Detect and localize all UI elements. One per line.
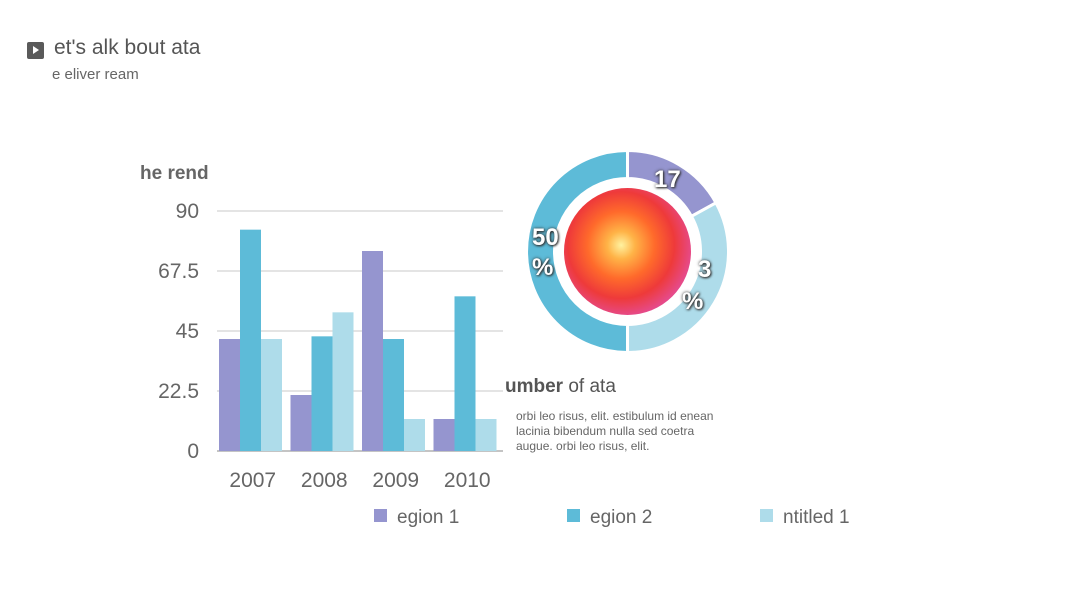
donut-label-17: 17 xyxy=(654,166,681,193)
legend-swatch-region-1 xyxy=(374,509,387,522)
bar xyxy=(475,419,497,451)
legend-label-region-2: egion 2 xyxy=(590,507,653,528)
page-subtitle: e eliver ream xyxy=(52,66,139,83)
bar xyxy=(454,296,476,451)
x-tick-label: 2009 xyxy=(372,469,419,492)
trend-chart-title: he rend xyxy=(140,163,209,184)
flower-image xyxy=(564,188,691,315)
number-of-data-title: umber of ata xyxy=(505,376,616,398)
y-tick-label: 0 xyxy=(187,440,199,463)
y-tick-label: 67.5 xyxy=(158,260,199,283)
legend-item-untitled-1[interactable]: ntitled 1 xyxy=(760,507,850,529)
bar xyxy=(433,419,455,451)
bar xyxy=(261,339,282,451)
legend-swatch-untitled-1 xyxy=(760,509,773,522)
bar xyxy=(240,229,261,451)
legend-item-region-1[interactable]: egion 1 xyxy=(374,507,459,529)
bar xyxy=(290,395,312,451)
bar xyxy=(332,312,354,451)
bar xyxy=(404,419,425,451)
play-icon[interactable] xyxy=(27,42,44,59)
donut-chart: 17 50 % 3 % xyxy=(524,148,731,355)
y-tick-label: 90 xyxy=(176,200,199,223)
x-tick-label: 2010 xyxy=(444,469,491,492)
page-title: et's alk bout ata xyxy=(54,36,201,59)
x-tick-label: 2008 xyxy=(301,469,348,492)
donut-label-50: 50 xyxy=(532,224,559,251)
number-title-rest: of ata xyxy=(563,376,616,397)
legend-item-region-2[interactable]: egion 2 xyxy=(567,507,652,529)
bar xyxy=(383,339,404,451)
donut-label-50-pct: % xyxy=(532,254,554,281)
legend-label-region-1: egion 1 xyxy=(397,507,460,528)
donut-label-33: 3 xyxy=(698,256,712,283)
y-tick-label: 22.5 xyxy=(158,380,199,403)
bar xyxy=(362,251,383,451)
bar xyxy=(219,339,240,451)
legend-swatch-region-2 xyxy=(567,509,580,522)
legend-label-untitled-1: ntitled 1 xyxy=(783,507,850,528)
y-tick-label: 45 xyxy=(176,320,199,343)
donut-label-33-pct: % xyxy=(682,288,704,315)
number-title-bold: umber xyxy=(505,376,564,397)
bar xyxy=(311,336,333,451)
x-tick-label: 2007 xyxy=(229,469,276,492)
number-of-data-body: orbi leo risus, elit. estibulum id enean… xyxy=(516,409,714,453)
